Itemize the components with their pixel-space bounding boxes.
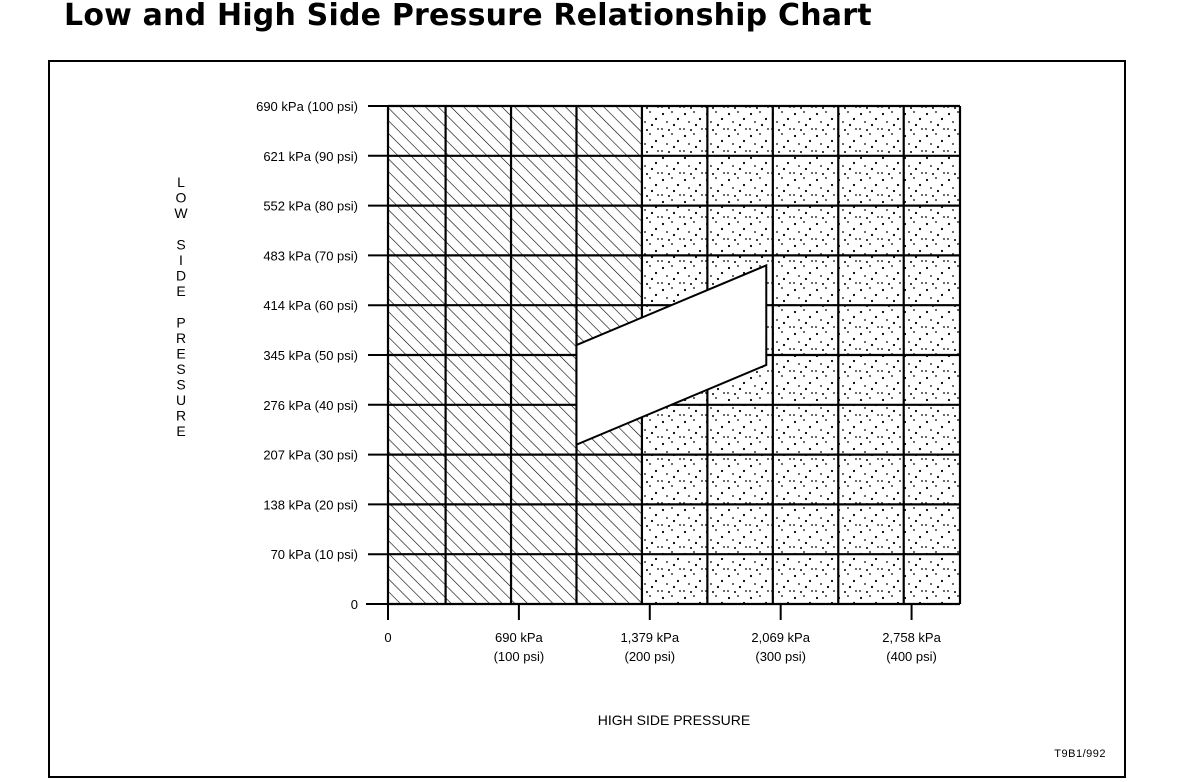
x-tick-labels: 0 690 kPa (100 psi) 1,379 kPa (200 psi) 2,069… bbox=[384, 630, 941, 664]
y-axis-title-letter: S bbox=[176, 237, 185, 253]
y-tick-label: 414 kPa (60 psi) bbox=[263, 298, 358, 313]
page-title: Low and High Side Pressure Relationship … bbox=[64, 0, 872, 33]
x-tick-label: 2,069 kPa bbox=[751, 630, 810, 645]
y-tick-label: 0 bbox=[351, 597, 358, 612]
y-axis-title-letter: D bbox=[176, 268, 186, 284]
y-axis-title-letter: E bbox=[176, 423, 185, 439]
chart-frame bbox=[48, 60, 1126, 778]
y-axis-title-letter: R bbox=[176, 408, 186, 424]
normal-operating-zone bbox=[575, 263, 768, 447]
y-axis-title-letter: L bbox=[177, 174, 185, 190]
y-tick-labels: 0 70 kPa (10 psi) 138 kPa (20 psi) 207 kPa … bbox=[256, 99, 358, 612]
y-axis-title-letter: S bbox=[176, 377, 185, 393]
y-tick-label: 552 kPa (80 psi) bbox=[263, 199, 358, 214]
y-tick-label: 345 kPa (50 psi) bbox=[263, 348, 358, 363]
y-axis-title-letter: R bbox=[176, 330, 186, 346]
y-tick-label: 70 kPa (10 psi) bbox=[271, 547, 358, 562]
x-tick-label: 0 bbox=[384, 630, 391, 645]
y-tick-label: 621 kPa (90 psi) bbox=[263, 149, 358, 164]
y-axis-title-letter: S bbox=[176, 361, 185, 377]
x-tick-label-psi: (400 psi) bbox=[886, 649, 937, 664]
y-axis-title-letter: U bbox=[176, 392, 186, 408]
y-axis-title-letter: W bbox=[174, 205, 188, 221]
x-tick-label: 690 kPa bbox=[495, 630, 543, 645]
y-axis-title-letter: O bbox=[176, 190, 187, 206]
x-tick-label-psi: (300 psi) bbox=[755, 649, 806, 664]
y-tick-label: 276 kPa (40 psi) bbox=[263, 398, 358, 413]
zone-layer bbox=[575, 263, 768, 447]
y-axis-title-letter: E bbox=[176, 283, 185, 299]
y-tick-label: 207 kPa (30 psi) bbox=[263, 448, 358, 463]
x-axis-title: HIGH SIDE PRESSURE bbox=[598, 712, 750, 728]
y-axis-title-letter: E bbox=[176, 346, 185, 362]
x-tick-label-psi: (100 psi) bbox=[494, 649, 545, 664]
figure-code: T9B1/992 bbox=[1054, 748, 1106, 760]
y-axis-title-letter: I bbox=[179, 252, 183, 268]
y-axis-title-letter: P bbox=[176, 315, 185, 331]
x-tick-label-psi: (200 psi) bbox=[624, 649, 675, 664]
x-tick-label: 1,379 kPa bbox=[621, 630, 680, 645]
axis-layer bbox=[366, 105, 960, 620]
x-tick-label: 2,758 kPa bbox=[882, 630, 941, 645]
y-tick-label: 690 kPa (100 psi) bbox=[256, 99, 358, 114]
y-tick-label: 138 kPa (20 psi) bbox=[263, 497, 358, 512]
y-tick-label: 483 kPa (70 psi) bbox=[263, 248, 358, 263]
